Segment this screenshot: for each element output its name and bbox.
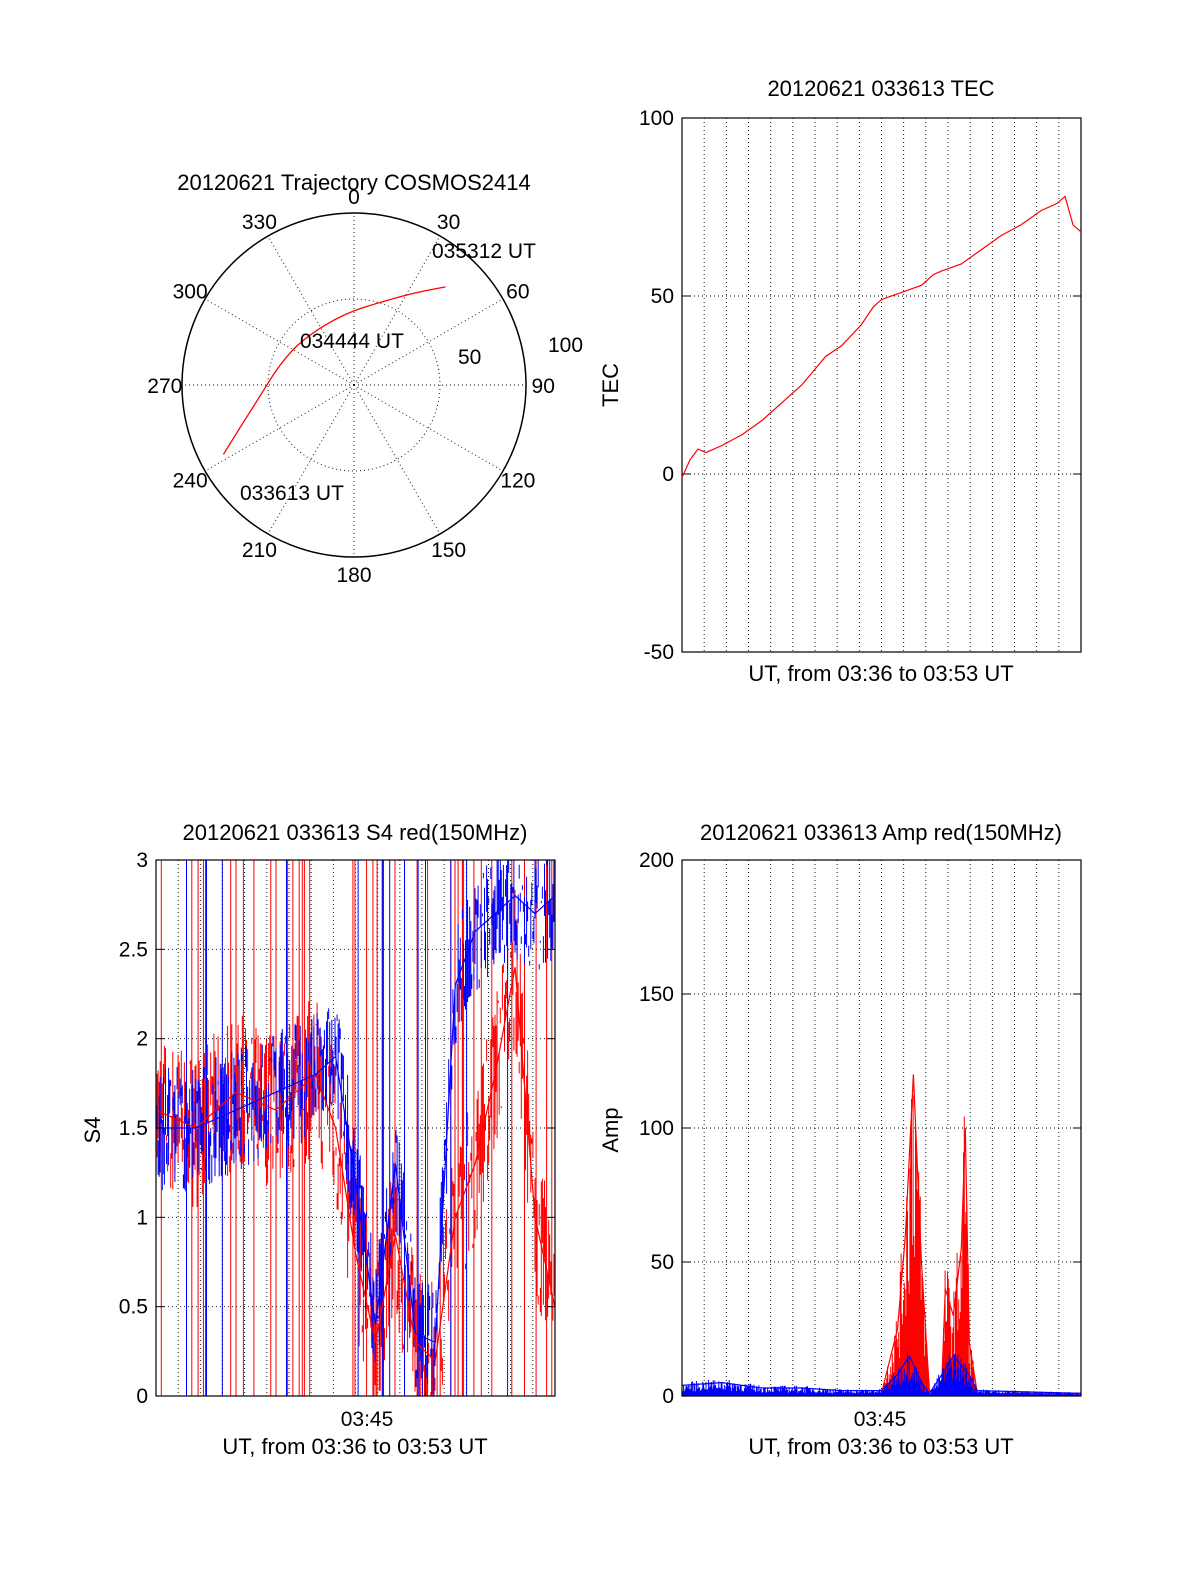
tec-chart: 20120621 033613 TEC -50 0 50 100 TEC UT, fr… bbox=[598, 76, 1082, 686]
amp-series-red bbox=[681, 1074, 1081, 1397]
polar-spoke bbox=[267, 384, 355, 535]
tec-ytick-label: 0 bbox=[662, 463, 674, 486]
amp-series-blue-spikes bbox=[681, 1351, 1082, 1396]
amp-ylabel: Amp bbox=[598, 1107, 623, 1152]
s4-xlabel: UT, from 03:36 to 03:53 UT bbox=[222, 1434, 487, 1459]
s4-ytick-label: 1.5 bbox=[119, 1117, 148, 1140]
polar-spoke bbox=[204, 298, 355, 386]
polar-spoke bbox=[353, 235, 441, 386]
tec-series-red bbox=[681, 195, 1082, 478]
trajectory-start-label: 033613 UT bbox=[240, 482, 344, 505]
trajectory-end-label: 035312 UT bbox=[432, 240, 536, 263]
polar-title: 20120621 Trajectory COSMOS2414 bbox=[177, 170, 530, 195]
polar-angle-label: 240 bbox=[173, 470, 208, 493]
trajectory-mid-label: 034444 UT bbox=[300, 330, 404, 353]
polar-angle-labels: 0 30 60 90 120 150 180 210 240 270 300 330 bbox=[147, 186, 555, 587]
s4-chart: 20120621 033613 S4 red(150MHz) 0 0.5 1 1.5 2… bbox=[80, 820, 556, 1459]
s4-series-blue bbox=[156, 894, 556, 1344]
tec-grid bbox=[682, 118, 1081, 652]
amp-chart: 20120621 033613 Amp red(150MHz) 0 50 100 15… bbox=[598, 820, 1082, 1459]
s4-ytick-label: 2.5 bbox=[119, 938, 148, 961]
polar-spoke bbox=[204, 384, 355, 472]
tec-xlabel: UT, from 03:36 to 03:53 UT bbox=[748, 661, 1013, 686]
amp-ytick-label: 50 bbox=[651, 1251, 674, 1274]
s4-xtick-0345: 03:45 bbox=[341, 1408, 394, 1431]
polar-grid bbox=[182, 213, 526, 557]
polar-trajectory-chart: 20120621 Trajectory COSMOS2414 0 30 60 90 12… bbox=[147, 170, 583, 587]
polar-angle-label: 60 bbox=[506, 280, 529, 303]
polar-outer-circle bbox=[181, 212, 527, 558]
amp-ytick-label: 200 bbox=[639, 849, 674, 872]
polar-angle-label: 30 bbox=[437, 211, 460, 234]
tec-y-ticks: -50 0 50 100 bbox=[639, 107, 1081, 664]
s4-ytick-label: 0 bbox=[136, 1385, 148, 1408]
polar-ring-50 bbox=[267, 298, 441, 472]
tec-title: 20120621 033613 TEC bbox=[767, 76, 994, 101]
polar-angle-label: 90 bbox=[532, 375, 555, 398]
polar-angle-label: 330 bbox=[242, 211, 277, 234]
s4-series-red bbox=[155, 967, 556, 1362]
s4-ytick-label: 0.5 bbox=[119, 1296, 148, 1319]
amp-xlabel: UT, from 03:36 to 03:53 UT bbox=[748, 1434, 1013, 1459]
polar-angle-label: 210 bbox=[242, 539, 277, 562]
s4-ylabel: S4 bbox=[80, 1117, 105, 1144]
amp-ytick-label: 0 bbox=[662, 1385, 674, 1408]
tec-frame bbox=[681, 117, 1082, 653]
polar-angle-label: 300 bbox=[173, 280, 208, 303]
polar-angle-label: 270 bbox=[147, 375, 182, 398]
polar-spoke bbox=[353, 384, 504, 472]
polar-ring-label-50: 50 bbox=[458, 346, 481, 369]
amp-grid bbox=[682, 860, 1081, 1396]
amp-xtick-0345: 03:45 bbox=[854, 1408, 907, 1431]
amp-title: 20120621 033613 Amp red(150MHz) bbox=[700, 820, 1062, 845]
polar-spoke bbox=[267, 235, 355, 386]
s4-title: 20120621 033613 S4 red(150MHz) bbox=[183, 820, 528, 845]
trajectory-track bbox=[222, 286, 446, 455]
tec-ylabel: TEC bbox=[598, 363, 623, 407]
polar-spoke bbox=[353, 384, 441, 535]
s4-y-ticks: 0 0.5 1 1.5 2 2.5 3 bbox=[119, 849, 555, 1408]
s4-ytick-label: 1 bbox=[136, 1206, 148, 1229]
amp-series-blue bbox=[681, 1354, 1082, 1395]
polar-angle-label: 150 bbox=[431, 539, 466, 562]
polar-spoke bbox=[353, 298, 504, 386]
amp-ytick-label: 100 bbox=[639, 1117, 674, 1140]
s4-ytick-label: 2 bbox=[136, 1028, 148, 1051]
s4-ytick-label: 3 bbox=[136, 849, 148, 872]
polar-angle-label: 120 bbox=[500, 470, 535, 493]
tec-ytick-label: 100 bbox=[639, 107, 674, 130]
polar-angle-label: 0 bbox=[348, 186, 360, 209]
polar-ring-label-100: 100 bbox=[548, 334, 583, 357]
tec-ytick-label: -50 bbox=[644, 641, 674, 664]
polar-angle-label: 180 bbox=[336, 564, 371, 587]
amp-ytick-label: 150 bbox=[639, 983, 674, 1006]
amp-y-ticks: 0 50 100 150 200 bbox=[639, 849, 1081, 1408]
tec-ytick-label: 50 bbox=[651, 285, 674, 308]
